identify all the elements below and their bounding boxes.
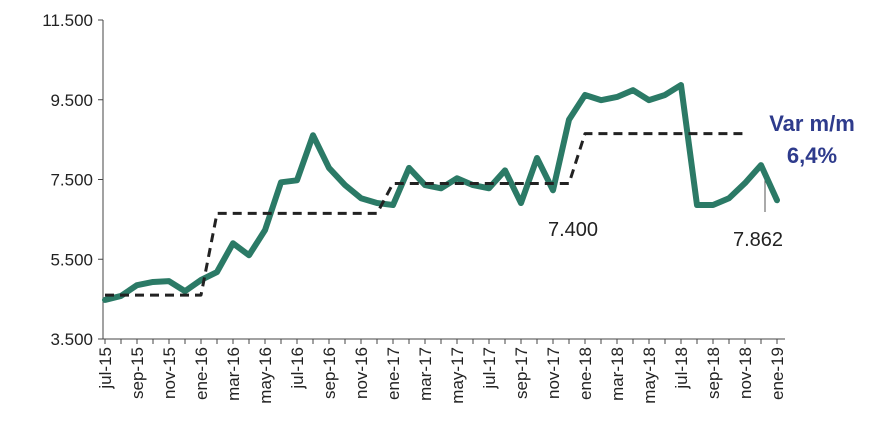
x-tick-label: may-17 <box>448 347 467 404</box>
x-tick-label: ene-18 <box>576 347 595 400</box>
x-tick-label: jul-16 <box>288 347 307 390</box>
y-tick-label: 11.500 <box>42 11 93 30</box>
x-tick-label: sep-15 <box>128 347 147 399</box>
x-tick-label: nov-16 <box>352 347 371 399</box>
x-tick-label: sep-16 <box>320 347 339 399</box>
annotation: Var m/m <box>769 111 855 136</box>
x-tick-label: mar-18 <box>608 347 627 401</box>
x-tick-label: jul-18 <box>672 347 691 390</box>
x-tick-label: mar-16 <box>224 347 243 401</box>
y-tick-label: 3.500 <box>50 330 93 349</box>
series-line <box>102 81 780 303</box>
series-line <box>105 132 745 297</box>
x-tick-label: jul-15 <box>96 347 115 390</box>
x-tick-label: sep-17 <box>512 347 531 399</box>
annotation: 7.862 <box>733 229 783 251</box>
x-tick-label: jul-17 <box>480 347 499 390</box>
x-tick-label: may-18 <box>640 347 659 404</box>
y-tick-label: 9.500 <box>50 91 93 110</box>
x-tick-label: ene-16 <box>192 347 211 400</box>
x-tick-label: nov-17 <box>544 347 563 399</box>
x-tick-label: ene-17 <box>384 347 403 400</box>
x-tick-label: nov-18 <box>736 347 755 399</box>
annotation: 6,4% <box>787 143 837 168</box>
x-tick-label: sep-18 <box>704 347 723 399</box>
x-tick-label: nov-15 <box>160 347 179 399</box>
y-tick-label: 5.500 <box>50 250 93 269</box>
x-tick-label: may-16 <box>256 347 275 404</box>
y-tick-label: 7.500 <box>50 171 93 190</box>
annotation: 7.400 <box>548 219 598 241</box>
x-tick-label: ene-19 <box>768 347 787 400</box>
x-tick-label: mar-17 <box>416 347 435 401</box>
